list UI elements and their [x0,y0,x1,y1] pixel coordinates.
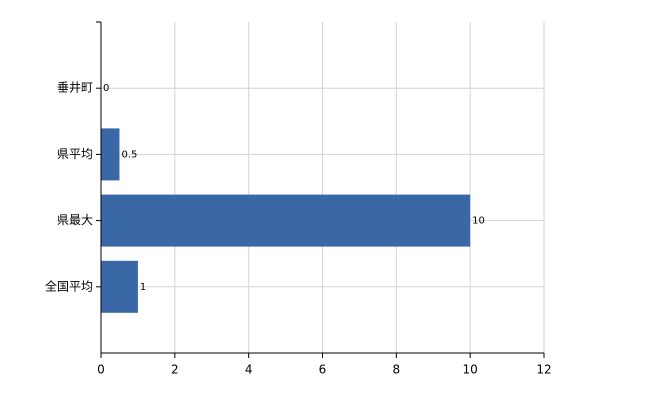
x-tick-label: 4 [245,363,253,377]
x-tick-label: 6 [319,363,327,377]
bar [101,194,471,247]
x-tick-label: 8 [393,363,401,377]
x-tick-label: 12 [536,363,551,377]
y-tick-label: 県平均 [57,147,93,161]
y-tick-label: 垂井町 [57,81,93,95]
bar [101,128,120,181]
x-tick-label: 0 [97,363,105,377]
value-label: 1 [140,282,146,293]
value-label: 10 [472,216,485,227]
value-label: 0.5 [121,149,137,160]
y-tick-label: 県最大 [57,213,93,227]
value-label: 0 [103,83,109,94]
x-tick-label: 10 [463,363,478,377]
x-tick-label: 2 [171,363,179,377]
bar [101,260,138,313]
y-tick-label: 全国平均 [45,278,93,293]
